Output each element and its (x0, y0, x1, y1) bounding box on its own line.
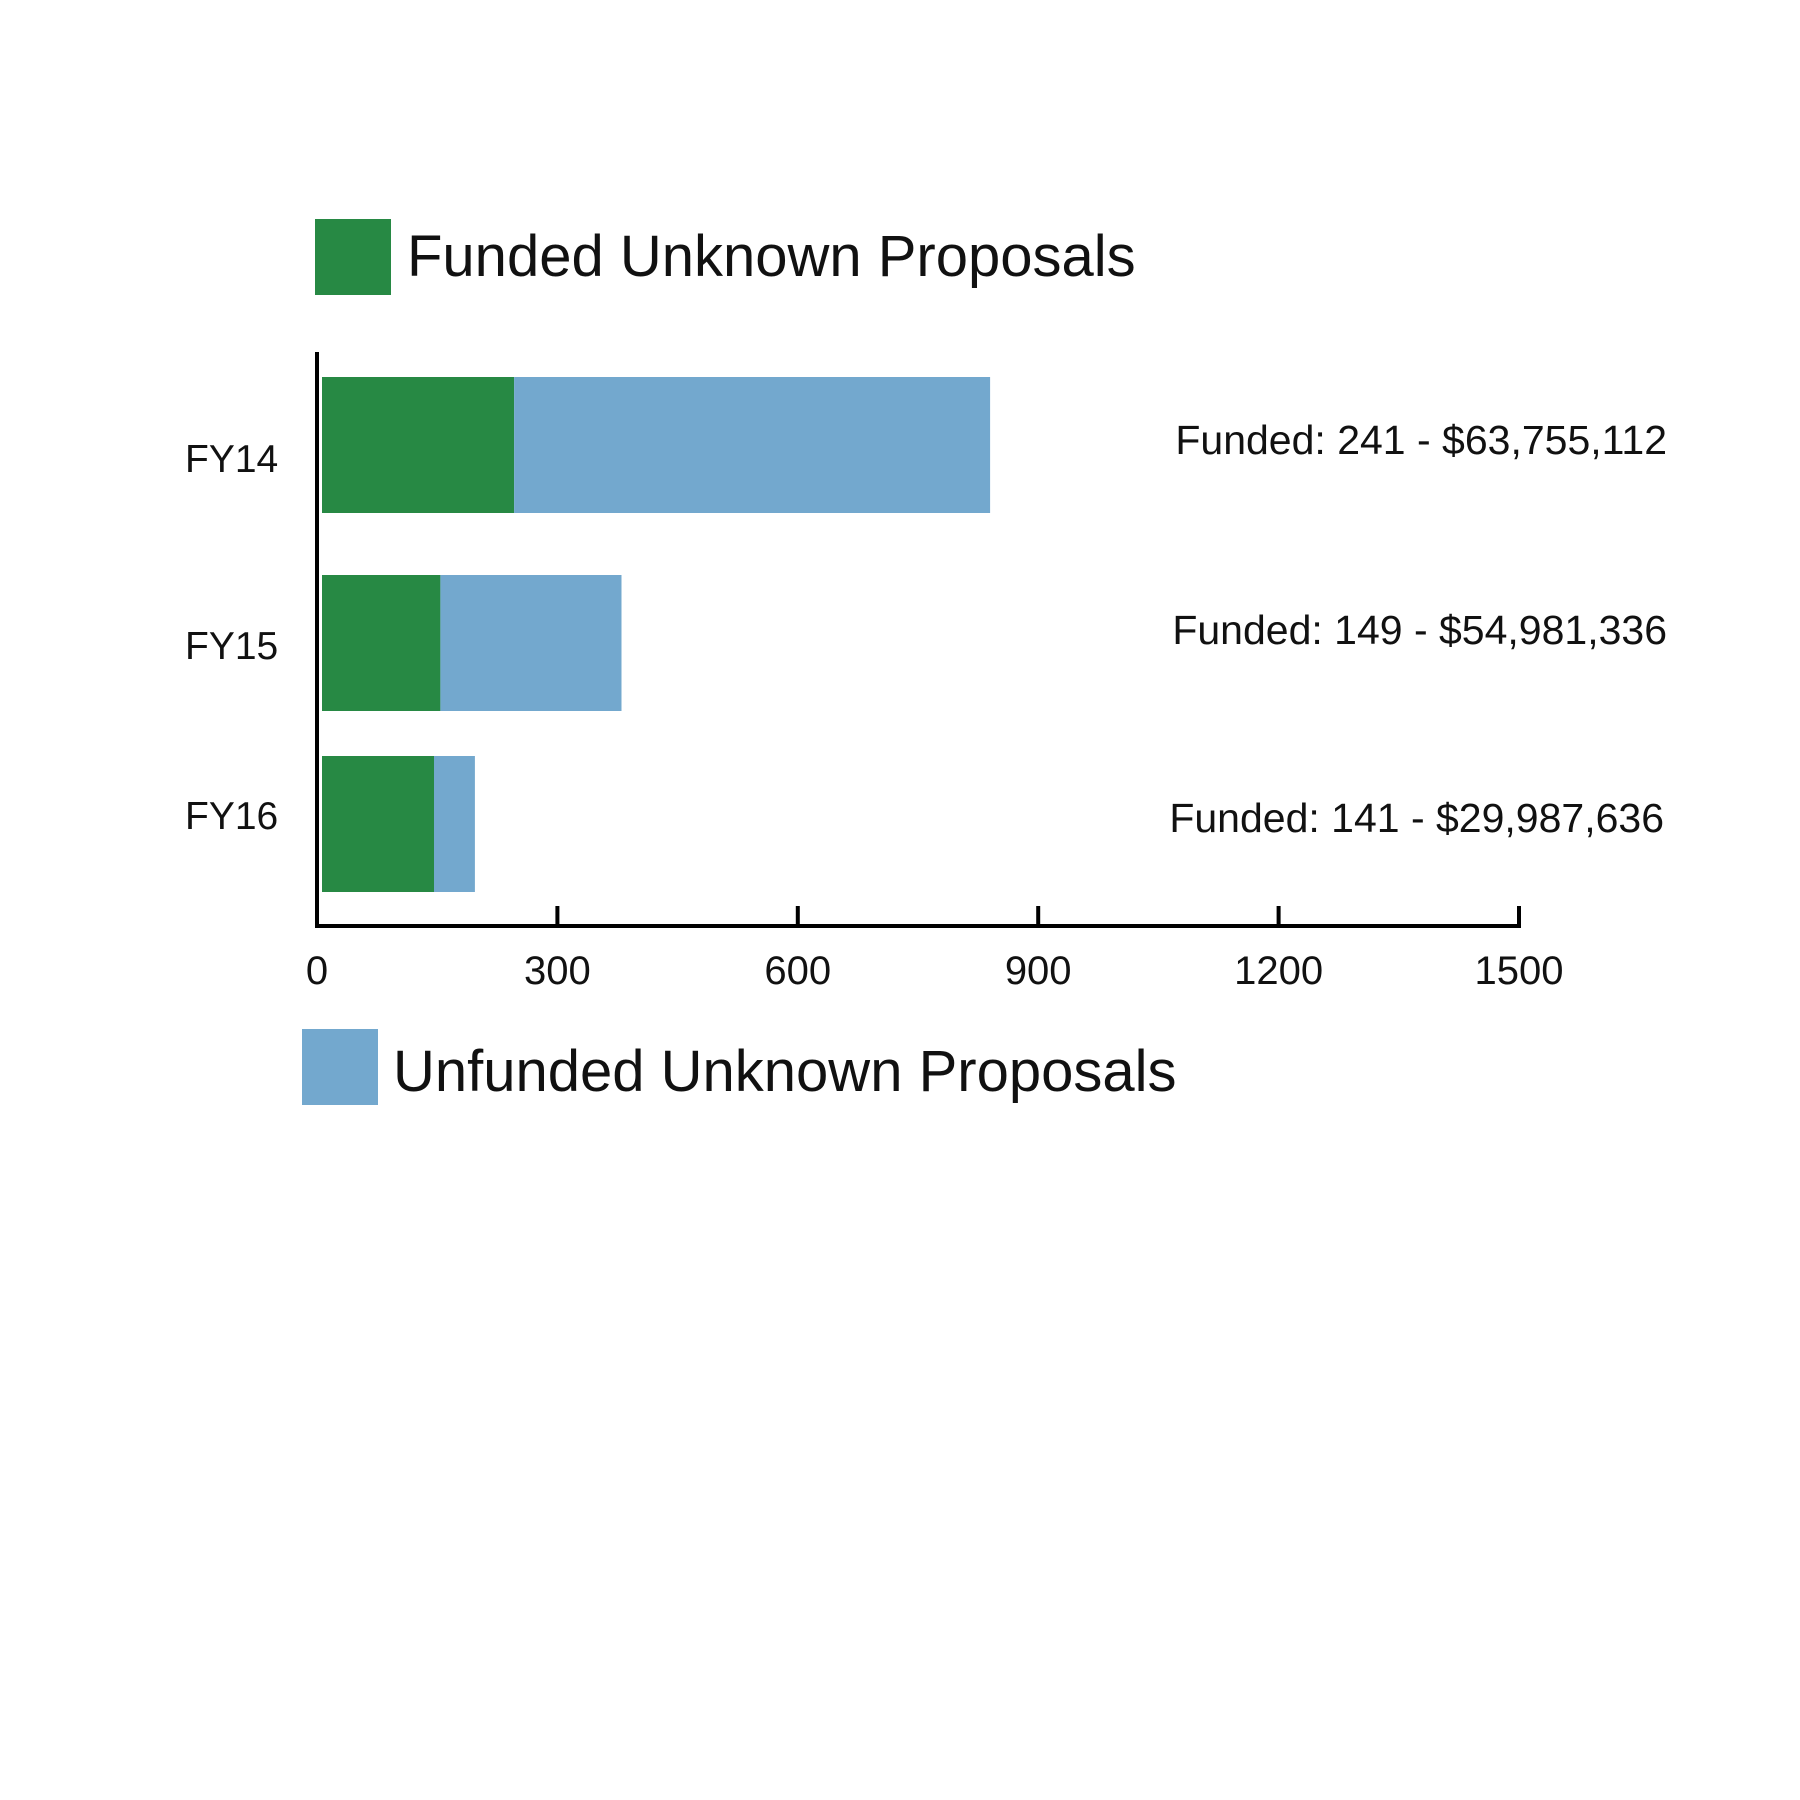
x-tick-label-0: 0 (306, 949, 328, 993)
legend-label-funded: Funded Unknown Proposals (407, 224, 1136, 289)
bar-fy14-unfunded (514, 377, 991, 513)
x-tick-label-900: 900 (1005, 949, 1072, 993)
bar-fy16-unfunded (434, 756, 475, 892)
x-tick-label-600: 600 (764, 949, 831, 993)
bar-fy15-unfunded (440, 575, 622, 711)
bar-fy15-funded (322, 575, 441, 711)
x-tick-label-1200: 1200 (1234, 949, 1323, 993)
bar-fy16-funded (322, 756, 434, 892)
bar-fy14-funded (322, 377, 515, 513)
annotation-fy15: Funded: 149 - $54,981,336 (1172, 607, 1667, 653)
legend-swatch-funded (315, 219, 391, 295)
annotation-fy14: Funded: 241 - $63,755,112 (1175, 417, 1667, 463)
annotation-fy16: Funded: 141 - $29,987,636 (1169, 795, 1664, 841)
bars-group (322, 377, 991, 892)
legend-unfunded: Unfunded Unknown Proposals (302, 1029, 1176, 1105)
legend-label-unfunded: Unfunded Unknown Proposals (393, 1039, 1176, 1104)
category-label-fy16: FY16 (185, 795, 278, 838)
category-label-fy15: FY15 (185, 625, 278, 668)
x-tick-label-300: 300 (524, 949, 591, 993)
x-tick-label-1500: 1500 (1475, 949, 1564, 993)
legend-funded: Funded Unknown Proposals (315, 219, 1136, 295)
x-axis-ticks: 0 300 600 900 1200 1500 (306, 906, 1564, 993)
legend-swatch-unfunded (302, 1029, 378, 1105)
category-label-fy14: FY14 (185, 438, 278, 481)
